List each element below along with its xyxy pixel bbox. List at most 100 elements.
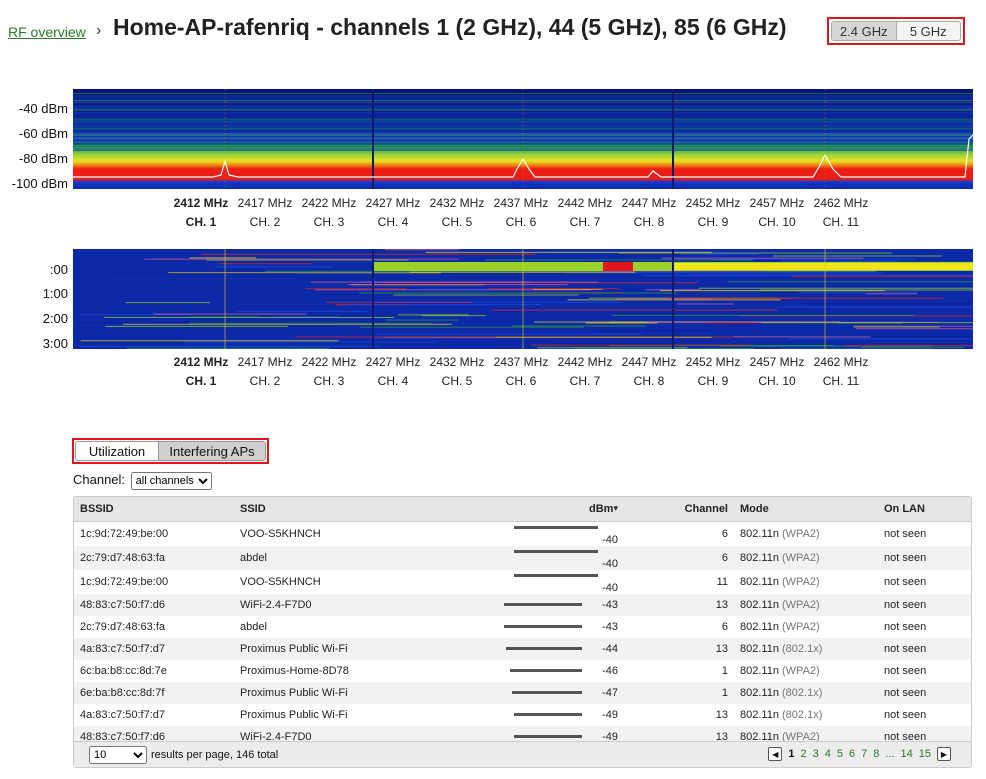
col-on-lan[interactable]: On LAN (878, 497, 971, 522)
frequency-label: 2447 MHz (621, 196, 677, 210)
bssid-cell: 6e:ba:b8:cc:8d:7f (74, 681, 234, 704)
channel-cell: 1 (624, 681, 734, 704)
dbm-label: -40 dBm (18, 101, 68, 116)
band-5ghz-button[interactable]: 5 GHz (895, 22, 961, 40)
mode-cell: 802.11n (WPA2) (734, 545, 878, 570)
col-channel[interactable]: Channel (624, 497, 734, 522)
mode-value: 802.11n (740, 575, 779, 588)
frequency-label: 2417 MHz (237, 196, 293, 210)
waterfall-axis-tick: 2412 MHz CH. 1 (161, 353, 241, 391)
page-link[interactable]: 6 (848, 748, 856, 760)
page-link[interactable]: 15 (918, 748, 931, 760)
table-row[interactable]: 2c:79:d7:48:63:fa abdel -43 6 802.11n (WPA2)… (74, 616, 971, 638)
signal-bar (510, 669, 583, 673)
ssid-cell: Proximus Public Wi-Fi (240, 708, 348, 721)
dbm-value: -47 (602, 686, 618, 699)
channel-select[interactable]: all channels (130, 472, 212, 490)
signal-bar (514, 574, 598, 578)
dbm-value: -46 (602, 664, 618, 677)
bssid-cell: 1c:9d:72:49:be:00 (80, 527, 169, 540)
frequency-label: 2412 MHz (173, 196, 229, 210)
frequency-label: 2462 MHz (813, 355, 869, 369)
page-link[interactable]: 8 (873, 748, 880, 760)
table-row[interactable]: 2c:79:d7:48:63:fa abdel -40 6 802.11n (WPA2)… (74, 545, 971, 570)
page-link[interactable]: 4 (824, 748, 831, 760)
security-value: (WPA2) (782, 620, 820, 633)
col-ssid[interactable]: SSID (234, 497, 494, 522)
waterfall-axis-tick: 2457 MHz CH. 10 (737, 353, 817, 391)
table-row[interactable]: 48:83:c7:50:f7:d6 WiFi-2.4-F7D0 -43 13 802.1… (74, 593, 971, 616)
channel-label: CH. 1 (185, 215, 217, 229)
on-lan-cell: not seen (878, 681, 971, 704)
waterfall-axis-tick: 2452 MHz CH. 9 (673, 353, 753, 391)
spectrum-axis-tick: 2422 MHz CH. 3 (289, 194, 369, 232)
frequency-label: 2452 MHz (685, 355, 741, 369)
dbm-cell: -43 (494, 616, 624, 638)
page-size-select[interactable]: 10 (89, 746, 147, 764)
page-link[interactable]: 2 (800, 748, 807, 760)
table-row[interactable]: 1c:9d:72:49:be:00 VOO-S5KHNCH -40 11 802.11n… (74, 570, 971, 594)
dbm-label: -80 dBm (18, 151, 68, 166)
channel-cell: 6 (721, 527, 728, 540)
spectrum-axis-tick: 2457 MHz CH. 10 (737, 194, 817, 232)
mode-cell: 802.11n (WPA2) (734, 521, 878, 546)
ssid-cell: Proximus-Home-8D78 (240, 664, 349, 677)
col-dbm-label: dBm (589, 502, 614, 515)
bssid-cell: 4a:83:c7:50:f7:d7 (74, 637, 234, 660)
mode-value: 802.11n (740, 664, 779, 677)
frequency-label: 2442 MHz (557, 196, 613, 210)
waterfall-axis-tick: 2417 MHz CH. 2 (225, 353, 305, 391)
breadcrumb-separator: › (96, 22, 102, 39)
waterfall-axis-tick: 2432 MHz CH. 5 (417, 353, 497, 391)
table-header-row: BSSID SSID dBm▾ Channel Mode On LAN (74, 497, 971, 522)
mode-value: 802.11n (740, 598, 779, 611)
channel-label: CH. 5 (441, 374, 473, 388)
spectrum-axis-tick: 2452 MHz CH. 9 (673, 194, 753, 232)
table-row[interactable]: 4a:83:c7:50:f7:d7 Proximus Public Wi-Fi -4… (74, 637, 971, 660)
ssid-cell: Proximus Public Wi-Fi (234, 637, 494, 660)
time-label: 2:00 (42, 311, 68, 326)
prev-page-icon[interactable]: ◀ (768, 747, 783, 761)
page-link[interactable]: 14 (900, 748, 913, 760)
mode-cell: 802.11n (802.1x) (734, 637, 878, 660)
col-bssid[interactable]: BSSID (74, 497, 234, 522)
table-row[interactable]: 6e:ba:b8:cc:8d:7f Proximus Public Wi-Fi -4… (74, 681, 971, 704)
ssid-cell: VOO-S5KHNCH (240, 575, 321, 588)
waterfall-axis-tick: 2437 MHz CH. 6 (481, 353, 561, 391)
bssid-cell: 2c:79:d7:48:63:fa (80, 620, 166, 633)
security-value: (WPA2) (782, 598, 820, 611)
security-value: (WPA2) (782, 664, 820, 677)
frequency-label: 2432 MHz (429, 196, 485, 210)
col-mode[interactable]: Mode (734, 497, 878, 522)
spectrum-view[interactable] (73, 89, 973, 189)
channel-label: CH. 10 (758, 374, 796, 388)
breadcrumb-rf-overview[interactable]: RF overview (8, 24, 86, 40)
table-row[interactable]: 1c:9d:72:49:be:00 VOO-S5KHNCH -40 6 802.11n … (74, 521, 971, 546)
spectrum-axis-tick: 2417 MHz CH. 2 (225, 194, 305, 232)
spectrum-axis-tick: 2412 MHz CH. 1 (161, 194, 241, 232)
band-2-4ghz-button[interactable]: 2.4 GHz (832, 22, 896, 40)
page-link[interactable]: 7 (861, 748, 868, 760)
mode-value: 802.11n (740, 551, 779, 564)
col-dbm[interactable]: dBm▾ (494, 497, 624, 522)
tab-interfering-aps[interactable]: Interfering APs (158, 442, 265, 460)
pagination: ◀ 1 2 3 4 5 6 7 8... 14 15 ▶ (768, 747, 951, 761)
frequency-label: 2457 MHz (749, 355, 805, 369)
channel-cell: 1 (721, 664, 728, 677)
dbm-value: -40 (602, 533, 618, 546)
table-row[interactable]: 4a:83:c7:50:f7:d7 Proximus Public Wi-Fi -4… (74, 704, 971, 726)
on-lan-cell: not seen (884, 575, 927, 588)
tab-utilization[interactable]: Utilization (76, 442, 158, 460)
waterfall-view[interactable] (73, 249, 973, 349)
on-lan-cell: not seen (884, 664, 927, 677)
page-link[interactable]: 3 (812, 748, 819, 760)
page-link[interactable]: 5 (836, 748, 843, 760)
channel-label: CH. 9 (697, 374, 729, 388)
page-link: 1 (788, 748, 795, 760)
mode-value: 802.11n (740, 730, 779, 743)
channel-label: CH. 4 (377, 374, 409, 388)
table-row[interactable]: 6c:ba:b8:cc:8d:7e Proximus-Home-8D78 -46 1 8… (74, 660, 971, 682)
next-page-icon[interactable]: ▶ (937, 747, 951, 761)
spectrum-axis-tick: 2432 MHz CH. 5 (417, 194, 497, 232)
